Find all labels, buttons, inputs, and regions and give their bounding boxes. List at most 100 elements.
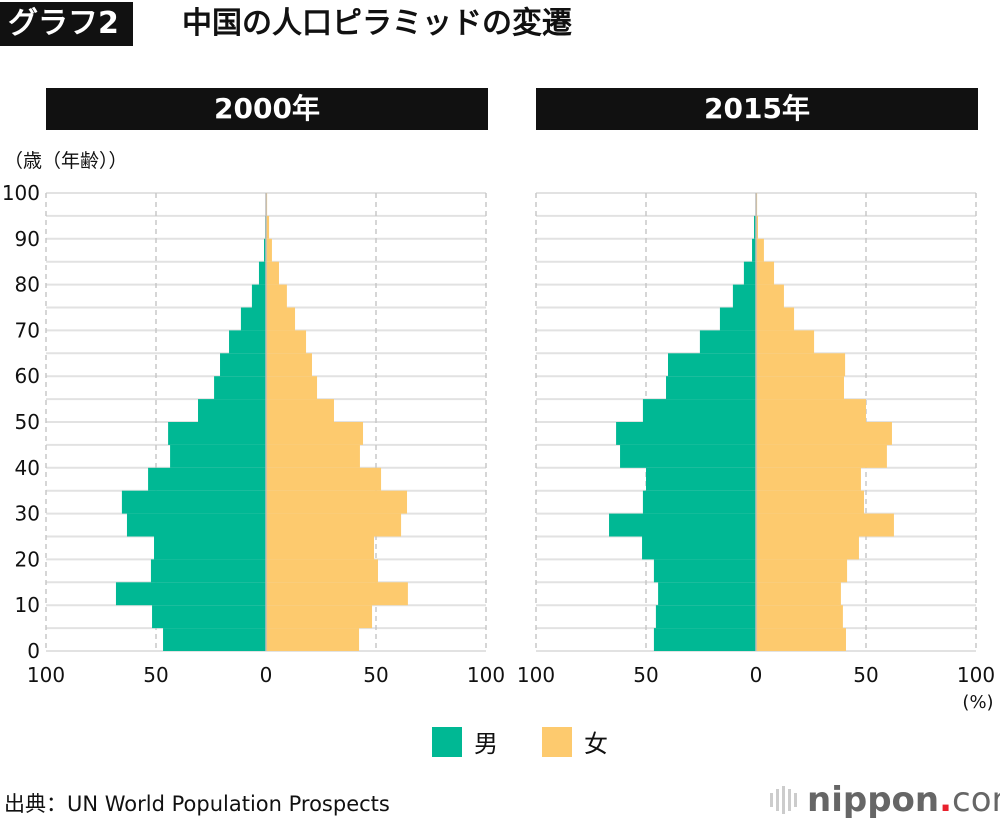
- logo-domain: com: [952, 780, 1000, 820]
- y-tick-label: 40: [15, 456, 40, 480]
- bar-female: [266, 330, 307, 354]
- y-axis-label: （歳（年齢））: [4, 150, 128, 172]
- bar-female: [266, 513, 402, 537]
- bar-female: [266, 215, 270, 239]
- y-tick-label: 100: [2, 181, 40, 205]
- bar-male: [658, 582, 756, 606]
- bar-male: [699, 330, 756, 354]
- bar-male: [646, 467, 756, 491]
- nippon-logo: nippon.com: [770, 780, 1000, 820]
- x-tick-label: 50: [363, 663, 388, 687]
- bar-male: [653, 628, 756, 651]
- bar-male: [616, 422, 756, 445]
- bar-female: [266, 536, 375, 560]
- logo-mark-icon: [770, 786, 797, 814]
- y-tick-label: 0: [27, 639, 40, 663]
- bar-female: [756, 559, 848, 583]
- bar-female: [266, 422, 364, 445]
- y-tick-label: 60: [15, 364, 40, 388]
- bar-female: [756, 582, 841, 606]
- bar-female: [756, 399, 866, 422]
- bar-female: [756, 513, 894, 537]
- bar-male: [666, 376, 756, 400]
- bar-female: [266, 376, 318, 400]
- y-tick-label: 50: [15, 410, 40, 434]
- bar-female: [756, 376, 844, 400]
- bar-female: [266, 490, 408, 514]
- bar-female: [756, 284, 784, 308]
- x-tick-label: 100: [467, 663, 505, 687]
- bar-female: [756, 605, 843, 629]
- bar-female: [756, 422, 892, 445]
- bar-female: [266, 284, 287, 308]
- bar-female: [266, 238, 272, 262]
- bar-female: [756, 330, 815, 354]
- bar-male: [163, 628, 266, 651]
- y-tick-label: 70: [15, 318, 40, 342]
- bar-male: [743, 261, 756, 285]
- y-tick-label: 20: [15, 547, 40, 571]
- bar-male: [719, 307, 756, 331]
- x-unit-label: (%): [962, 692, 993, 713]
- bar-female: [756, 628, 846, 651]
- bar-male: [642, 399, 756, 422]
- bar-male: [170, 444, 266, 468]
- bar-female: [756, 490, 865, 514]
- panel-title-2000: 2000年: [46, 88, 488, 130]
- bar-male: [240, 307, 266, 331]
- bar-male: [198, 399, 266, 422]
- x-tick-label: 100: [517, 663, 555, 687]
- bar-male: [668, 353, 756, 377]
- legend-female: 女: [542, 724, 608, 759]
- bar-female: [756, 536, 859, 560]
- bar-male: [642, 490, 756, 514]
- bar-male: [258, 261, 266, 285]
- legend-label-female: 女: [584, 730, 608, 758]
- bar-male: [148, 467, 266, 491]
- logo-text: nippon: [807, 780, 940, 820]
- source-note: 出典：UN World Population Prospects: [4, 792, 390, 816]
- bar-female: [266, 307, 296, 331]
- bar-female: [756, 467, 861, 491]
- legend-swatch-male: [432, 726, 462, 757]
- bar-female: [266, 559, 378, 583]
- logo-dot: .: [939, 780, 953, 820]
- bar-male: [121, 490, 267, 514]
- bar-female: [756, 261, 775, 285]
- legend-label-male: 男: [474, 730, 498, 758]
- bar-male: [150, 559, 266, 583]
- bar-male: [220, 353, 266, 377]
- bar-female: [756, 215, 758, 239]
- bar-female: [756, 238, 764, 262]
- x-tick-label: 0: [750, 663, 763, 687]
- bar-male: [752, 238, 756, 262]
- x-tick-label: 50: [633, 663, 658, 687]
- bar-female: [756, 444, 887, 468]
- bar-male: [620, 444, 756, 468]
- bar-male: [214, 376, 266, 400]
- bar-male: [168, 422, 266, 445]
- bar-male: [642, 536, 756, 560]
- bar-female: [266, 261, 279, 285]
- bar-female: [756, 353, 846, 377]
- x-tick-label: 0: [260, 663, 273, 687]
- chart-title: 中国の人口ピラミッドの変遷: [182, 6, 572, 41]
- bar-male: [609, 513, 756, 537]
- bar-male: [732, 284, 756, 308]
- bar-male: [653, 559, 756, 583]
- bar-female: [266, 399, 334, 422]
- bar-male: [154, 536, 266, 560]
- bar-female: [266, 605, 373, 629]
- bar-female: [266, 467, 382, 491]
- bar-male: [115, 582, 267, 606]
- bar-male: [229, 330, 266, 354]
- y-tick-label: 90: [15, 227, 40, 251]
- bar-male: [126, 513, 267, 537]
- x-tick-label: 100: [27, 663, 65, 687]
- x-tick-label: 50: [853, 663, 878, 687]
- legend-swatch-female: [542, 726, 572, 757]
- y-tick-label: 80: [15, 273, 40, 297]
- bar-female: [756, 307, 795, 331]
